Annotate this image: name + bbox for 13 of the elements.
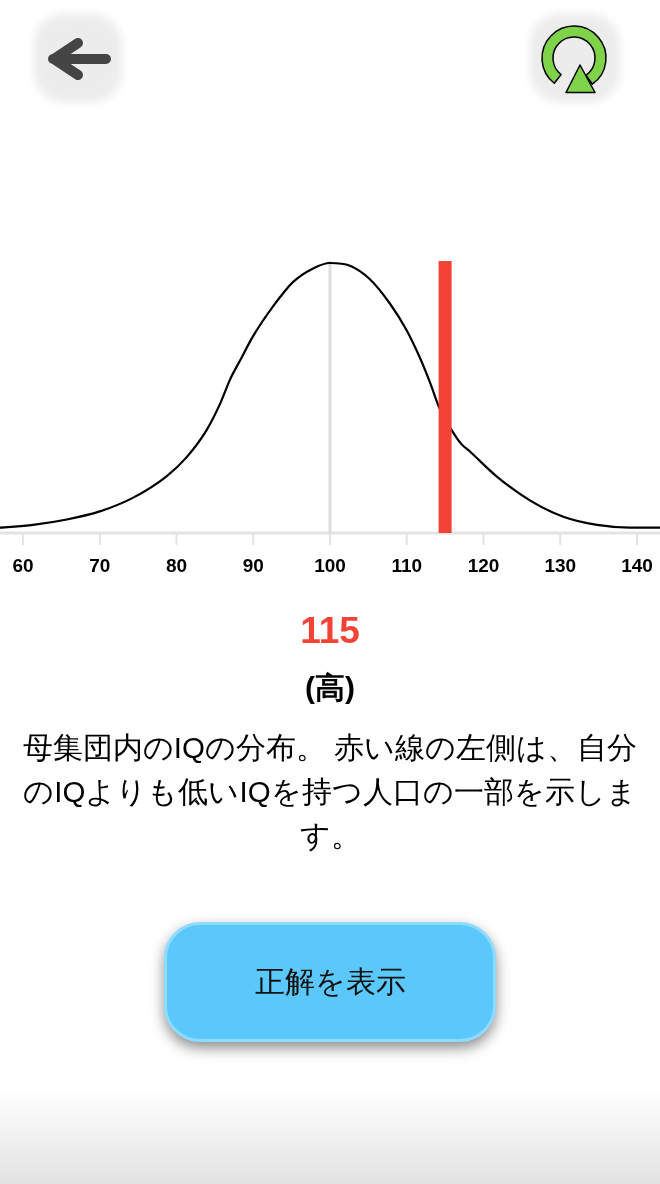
text: 母集団内のIQの分布。 赤い線の左側は、自分のIQよりも低いIQを持つ人口の一部を示します。 (21, 730, 639, 854)
x-tick-label: 80 (165, 555, 188, 576)
text: (高) (304, 670, 356, 706)
x-tick-label: 70 (89, 555, 111, 576)
x-tick-label: 60 (12, 555, 34, 576)
x-tick-label: 130 (544, 555, 577, 576)
x-tick-label: 90 (242, 555, 264, 576)
x-tick-label: 110 (391, 555, 423, 576)
button: 正解を表示 (164, 922, 496, 1042)
x-tick-label: 120 (467, 555, 500, 576)
ref-line-label: 115 (299, 609, 361, 653)
x-tick-label: 100 (314, 555, 346, 576)
x-tick-label: 140 (621, 555, 653, 576)
